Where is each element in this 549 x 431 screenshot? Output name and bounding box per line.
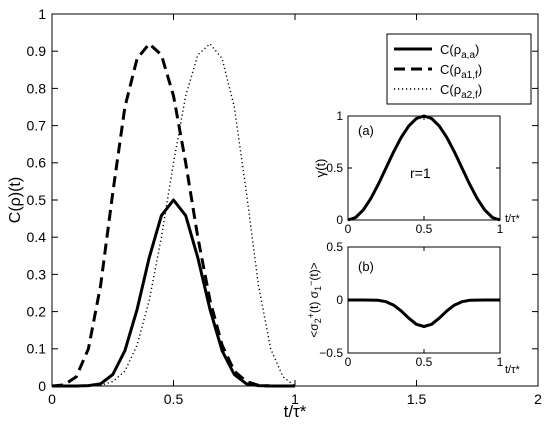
y-tick-label: 1 <box>336 109 343 123</box>
inset-b-plot: 0 0.5 1−0.500.5(b)t/τ*<σ2+(t) σ1−(t)> <box>306 240 523 376</box>
x-tick-label: 0 <box>48 391 56 407</box>
series-line-0 <box>348 298 500 328</box>
x-tick-label: 0.5 <box>416 355 433 369</box>
y-tick-label: 0.5 <box>326 240 343 254</box>
series-line-0 <box>347 114 501 222</box>
x-tick-label: 0.5 <box>416 222 433 236</box>
x-tick-label: 0 <box>345 355 352 369</box>
x-tick-label: 1 <box>497 222 504 236</box>
inset-b-panel-label: (b) <box>358 259 374 274</box>
legend: C(ρa,a)C(ρa1,f)C(ρa2,f) <box>386 33 532 105</box>
legend-label-close: ) <box>475 42 479 57</box>
legend-label-sub: a2,f <box>461 90 478 101</box>
main-plot: 0 0.5 1 1.5 200.10.20.30.40.50.60.70.80.91t/… <box>7 6 542 421</box>
inset-a-x-axis-label: t/τ* <box>505 213 520 225</box>
y-tick-label: 1 <box>38 6 46 22</box>
legend-label-main: C(ρ <box>440 42 461 57</box>
inset-b-x-axis-label: t/τ* <box>505 364 520 376</box>
inset-b-y-axis-label-part: 1 <box>313 286 323 291</box>
x-tick-label: 1 <box>497 355 504 369</box>
x-tick-label: 1.5 <box>407 391 427 407</box>
x-axis-label: t/τ* <box>284 402 307 421</box>
legend-label-close: ) <box>478 82 482 97</box>
inset-a-annotation: r=1 <box>410 165 431 181</box>
y-tick-label: 0.9 <box>27 43 47 59</box>
y-tick-label: 0.8 <box>27 80 47 96</box>
y-tick-label: 0.4 <box>27 229 47 245</box>
x-tick-label: 2 <box>534 391 542 407</box>
inset-b-y-axis-label: <σ2+(t) σ1−(t)> <box>306 262 323 337</box>
legend-label-close: ) <box>478 62 482 77</box>
inset-b-y-axis-label-part: (t)> <box>307 262 321 280</box>
y-tick-label: 0.1 <box>27 341 47 357</box>
legend-label-sub: a,a <box>461 50 475 61</box>
inset-b-y-axis-label-part: + <box>306 313 316 318</box>
legend-label-1: C(ρa1,f) <box>440 62 482 81</box>
inset-b-y-axis-label-part: (t) σ <box>307 290 321 313</box>
inset-a-panel-label: (a) <box>358 123 374 138</box>
inset-background <box>348 114 523 221</box>
inset-b-y-axis-label-part: 2 <box>313 318 323 323</box>
inset-a-y-axis-label: γ(t) <box>313 159 328 178</box>
y-tick-label: 0.6 <box>27 155 47 171</box>
legend-label-main: C(ρ <box>440 62 461 77</box>
inset-b-y-axis-label-part: <σ <box>307 323 321 338</box>
x-tick-label: 0.5 <box>164 391 184 407</box>
y-tick-label: 0.7 <box>27 118 47 134</box>
y-tick-label: 0 <box>38 378 46 394</box>
x-tick-label: 0 <box>345 222 352 236</box>
y-tick-label: 0.2 <box>27 304 47 320</box>
y-tick-label: −0.5 <box>319 346 343 360</box>
x-tick-label: 1 <box>291 391 299 407</box>
y-tick-label: 0 <box>336 293 343 307</box>
series-line-1 <box>51 42 295 388</box>
legend-label-0: C(ρa,a) <box>440 42 479 61</box>
inset-b-y-axis-label-part: − <box>306 281 316 286</box>
series-line-2 <box>52 43 296 387</box>
legend-label-2: C(ρa2,f) <box>440 82 482 101</box>
y-tick-label: 0 <box>336 213 343 227</box>
inset-a-plot: 0 0.5 1 0 0.5 1 (a) r=1 t/τ* γ(t) <box>313 109 523 236</box>
legend-label-main: C(ρ <box>440 82 461 97</box>
y-tick-label: 0.3 <box>27 266 47 282</box>
y-axis-label: C(ρ)(t) <box>7 177 24 223</box>
y-tick-label: 0.5 <box>326 161 343 175</box>
legend-label-sub: a1,f <box>461 70 478 81</box>
y-tick-label: 0.5 <box>27 192 47 208</box>
